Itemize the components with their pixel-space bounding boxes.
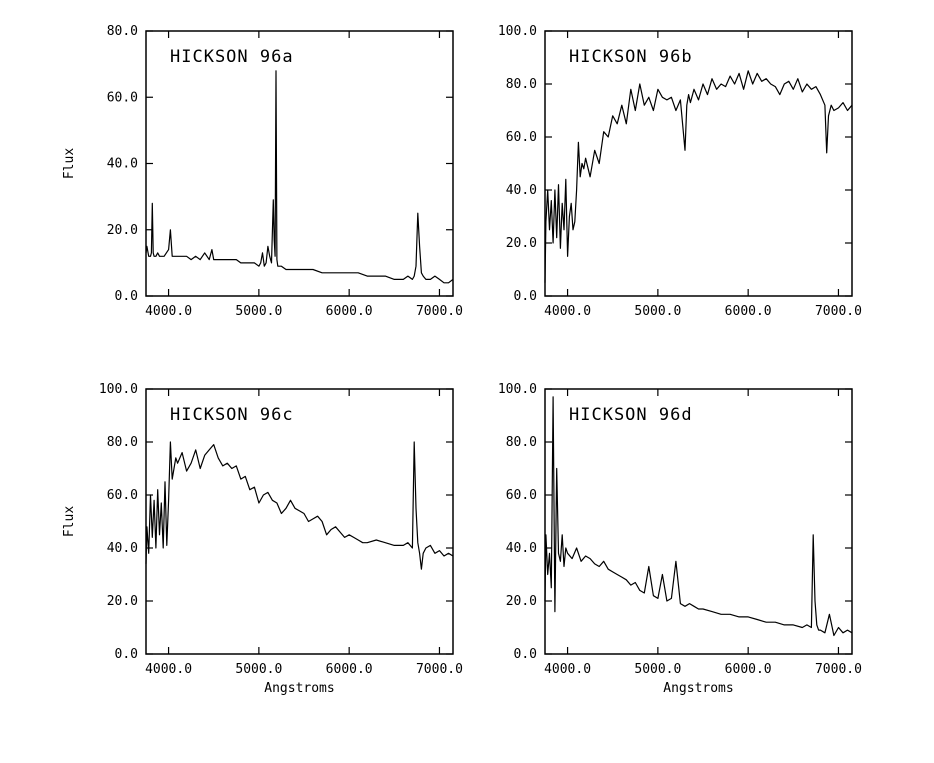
x-tick-label: 7000.0 bbox=[815, 304, 862, 319]
panel-hickson-96a: 0.0 20.0 40.0 60.0 80.0 4000.0 5000.0 6000.0 700… bbox=[62, 24, 463, 319]
y-tick-label: 60.0 bbox=[107, 488, 138, 503]
x-axis-title: Angstroms bbox=[663, 681, 733, 696]
x-tick-label: 5000.0 bbox=[634, 662, 681, 677]
panel-title: HICKSON 96b bbox=[569, 47, 693, 67]
y-tick-label: 0.0 bbox=[514, 289, 537, 304]
x-tick-label: 4000.0 bbox=[145, 304, 192, 319]
x-tick-label: 5000.0 bbox=[634, 304, 681, 319]
y-tick-label: 40.0 bbox=[107, 157, 138, 172]
y-tick-label: 0.0 bbox=[115, 289, 138, 304]
x-tick-label: 7000.0 bbox=[416, 662, 463, 677]
x-tick-label: 4000.0 bbox=[544, 662, 591, 677]
x-tick-label: 6000.0 bbox=[725, 304, 772, 319]
x-tick-label: 6000.0 bbox=[725, 662, 772, 677]
panel-title: HICKSON 96c bbox=[170, 405, 294, 425]
y-tick-label: 100.0 bbox=[498, 24, 537, 39]
x-tick-label: 6000.0 bbox=[326, 662, 373, 677]
y-tick-label: 40.0 bbox=[506, 183, 537, 198]
y-tick-label: 60.0 bbox=[107, 90, 138, 105]
plot-frame bbox=[544, 388, 853, 655]
y-tick-label: 60.0 bbox=[506, 130, 537, 145]
panel-hickson-96d: 0.0 20.0 40.0 60.0 80.0 100.0 4000.0 5000.0 6000… bbox=[498, 382, 862, 696]
panel-title: HICKSON 96a bbox=[170, 47, 294, 67]
y-tick-label: 40.0 bbox=[506, 541, 537, 556]
x-tick-label: 5000.0 bbox=[235, 304, 282, 319]
y-axis-title: Flux bbox=[62, 148, 77, 179]
x-tick-label: 5000.0 bbox=[235, 662, 282, 677]
y-tick-label: 80.0 bbox=[506, 435, 537, 450]
panel-hickson-96c: 0.0 20.0 40.0 60.0 80.0 100.0 4000.0 5000.0 6000… bbox=[62, 382, 463, 696]
plot-frame bbox=[145, 388, 454, 655]
y-tick-label: 20.0 bbox=[506, 236, 537, 251]
x-axis-title: Angstroms bbox=[264, 681, 334, 696]
y-tick-label: 20.0 bbox=[107, 594, 138, 609]
y-tick-label: 60.0 bbox=[506, 488, 537, 503]
y-tick-label: 0.0 bbox=[115, 647, 138, 662]
y-tick-label: 100.0 bbox=[498, 382, 537, 397]
panel-title: HICKSON 96d bbox=[569, 405, 693, 425]
plot-frame bbox=[544, 30, 853, 297]
plot-frame bbox=[145, 30, 454, 297]
x-tick-label: 4000.0 bbox=[145, 662, 192, 677]
x-tick-label: 7000.0 bbox=[416, 304, 463, 319]
y-tick-label: 80.0 bbox=[506, 77, 537, 92]
y-axis-title: Flux bbox=[62, 506, 77, 537]
y-tick-label: 80.0 bbox=[107, 435, 138, 450]
spectrum-line bbox=[145, 70, 454, 284]
x-tick-label: 7000.0 bbox=[815, 662, 862, 677]
panel-hickson-96b: 0.0 20.0 40.0 60.0 80.0 100.0 4000.0 5000.0 6000… bbox=[498, 24, 862, 319]
x-tick-label: 6000.0 bbox=[326, 304, 373, 319]
y-tick-label: 0.0 bbox=[514, 647, 537, 662]
x-tick-label: 4000.0 bbox=[544, 304, 591, 319]
spectrum-line bbox=[544, 396, 853, 637]
spectrum-line bbox=[544, 70, 853, 283]
spectrum-line bbox=[145, 441, 454, 570]
y-tick-label: 20.0 bbox=[107, 223, 138, 238]
y-tick-label: 80.0 bbox=[107, 24, 138, 39]
y-tick-label: 40.0 bbox=[107, 541, 138, 556]
y-tick-label: 20.0 bbox=[506, 594, 537, 609]
y-tick-label: 100.0 bbox=[99, 382, 138, 397]
